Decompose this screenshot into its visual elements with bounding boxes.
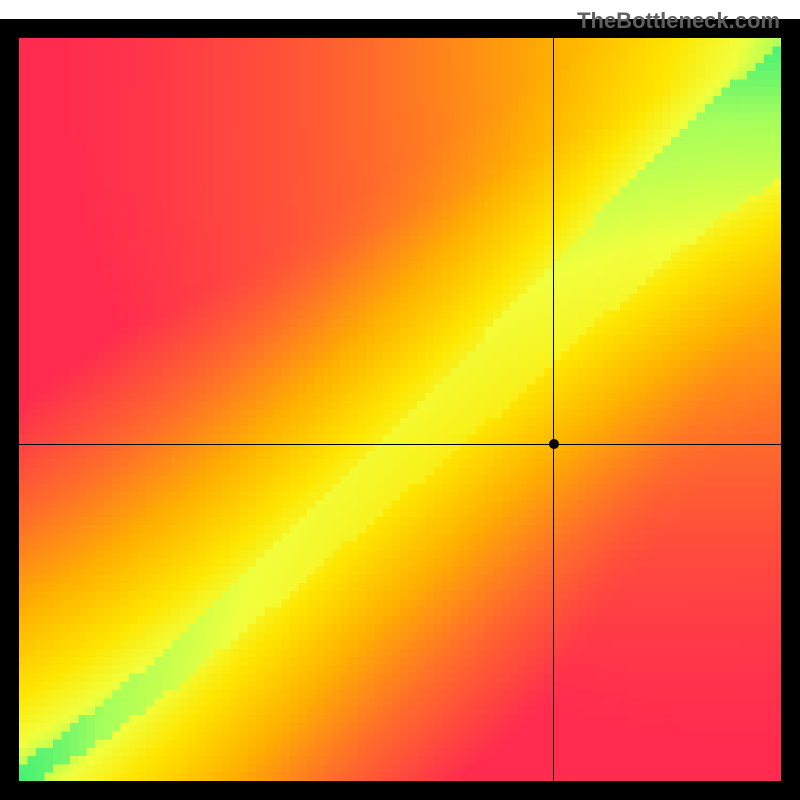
crosshair-horizontal: [19, 444, 781, 445]
heatmap-canvas: [19, 38, 781, 781]
marker-dot: [549, 439, 559, 449]
crosshair-vertical: [553, 38, 554, 781]
watermark-text: TheBottleneck.com: [577, 8, 780, 34]
chart-container: TheBottleneck.com: [0, 0, 800, 800]
